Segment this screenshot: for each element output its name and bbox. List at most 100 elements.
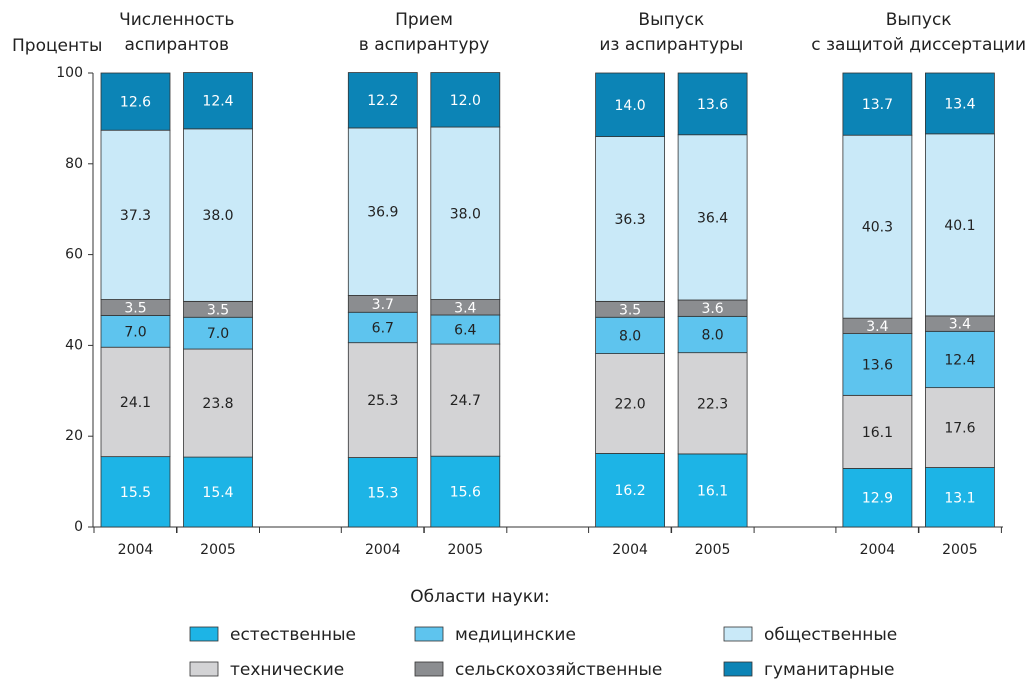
bar-segment xyxy=(925,72,995,135)
legend-label: технические xyxy=(230,660,344,680)
y-tick-label: 20 xyxy=(65,428,83,444)
bar-segment xyxy=(100,346,171,458)
bar-segment xyxy=(842,394,913,469)
value-label: 15.3 xyxy=(367,485,398,501)
group-title: Выпуск xyxy=(886,10,952,30)
value-label: 6.4 xyxy=(454,323,476,339)
legend-swatch xyxy=(723,661,753,677)
value-label: 15.5 xyxy=(120,485,151,501)
bar-segment xyxy=(925,467,995,528)
bar-segment xyxy=(595,136,665,302)
bar-segment xyxy=(347,342,418,458)
bar-segment xyxy=(842,72,913,136)
x-tick-label: 2005 xyxy=(695,542,731,558)
value-label: 17.6 xyxy=(944,421,975,437)
value-label: 13.4 xyxy=(944,96,975,112)
value-label: 15.4 xyxy=(202,485,233,501)
legend-title: Области науки: xyxy=(410,587,550,607)
group-title: из аспирантуры xyxy=(599,35,743,55)
value-label: 36.4 xyxy=(697,210,728,226)
value-label: 23.8 xyxy=(202,396,233,412)
value-label: 40.3 xyxy=(862,220,893,236)
value-label: 8.0 xyxy=(619,328,641,344)
value-label: 7.0 xyxy=(207,326,229,342)
bar-segment xyxy=(677,72,748,136)
bar-segment xyxy=(100,129,171,300)
bar-segment xyxy=(595,453,665,528)
bar-segment xyxy=(677,134,748,301)
value-label: 40.1 xyxy=(944,218,975,234)
bar-segment xyxy=(183,128,253,302)
value-label: 12.0 xyxy=(450,93,481,109)
legend-label: медицинские xyxy=(455,625,576,645)
y-axis-label: Проценты xyxy=(12,36,102,56)
value-label: 7.0 xyxy=(124,324,146,340)
bar-segment xyxy=(677,453,748,528)
value-label: 25.3 xyxy=(367,393,398,409)
value-label: 13.7 xyxy=(862,97,893,113)
value-label: 13.1 xyxy=(944,490,975,506)
value-label: 16.2 xyxy=(615,483,646,499)
x-tick-label: 2004 xyxy=(612,542,648,558)
value-label: 13.6 xyxy=(697,97,728,113)
value-label: 6.7 xyxy=(372,320,394,336)
legend-swatch xyxy=(723,626,753,642)
bar-segment xyxy=(100,72,171,131)
bar-segment xyxy=(430,72,501,128)
value-label: 38.0 xyxy=(202,208,233,224)
x-tick-label: 2004 xyxy=(860,542,896,558)
bar-segment xyxy=(677,315,748,354)
legend-swatch xyxy=(414,626,444,642)
legend-label: сельскохозяйственные xyxy=(455,660,662,680)
value-label: 12.4 xyxy=(202,94,233,110)
legend-swatch xyxy=(189,626,219,642)
group-title: аспирантов xyxy=(124,35,229,55)
bar-segment xyxy=(183,456,253,528)
x-tick-label: 2005 xyxy=(942,542,978,558)
value-label: 3.5 xyxy=(207,302,229,318)
legend-label: естественные xyxy=(230,625,356,645)
bar-segment xyxy=(925,330,995,389)
bar-segment xyxy=(347,127,418,296)
value-label: 15.6 xyxy=(450,485,481,501)
legend-label: общественные xyxy=(764,625,897,645)
value-label: 3.7 xyxy=(372,297,394,313)
x-tick-label: 2004 xyxy=(118,542,154,558)
value-label: 12.6 xyxy=(120,95,151,111)
value-label: 24.1 xyxy=(120,395,151,411)
y-tick-label: 40 xyxy=(65,337,83,353)
bar-segment xyxy=(430,126,501,300)
bar-segment xyxy=(842,134,913,319)
value-label: 3.4 xyxy=(454,300,476,316)
x-tick-label: 2005 xyxy=(200,542,236,558)
bar-segment xyxy=(183,316,253,350)
value-label: 24.7 xyxy=(450,393,481,409)
value-label: 16.1 xyxy=(862,425,893,441)
value-label: 3.6 xyxy=(701,301,723,317)
bar-segment xyxy=(347,311,418,344)
bar-segment xyxy=(183,72,253,130)
value-label: 14.0 xyxy=(615,98,646,114)
legend-swatch xyxy=(414,661,444,677)
legend-swatch xyxy=(189,661,219,677)
bar-segment xyxy=(595,353,665,454)
legend-label: гуманитарные xyxy=(764,660,895,680)
x-tick-label: 2004 xyxy=(365,542,401,558)
bar-segment xyxy=(100,315,171,348)
y-tick-label: 60 xyxy=(65,247,83,263)
value-label: 12.4 xyxy=(944,352,975,368)
value-label: 12.9 xyxy=(862,491,893,507)
bar-segment xyxy=(347,457,418,528)
bar-segment xyxy=(430,343,501,457)
bar-segment xyxy=(100,456,171,528)
bar-segment xyxy=(183,348,253,458)
bar-segment xyxy=(347,72,418,129)
value-label: 3.5 xyxy=(619,302,641,318)
bar-segment xyxy=(595,72,665,137)
y-tick-label: 80 xyxy=(65,156,83,172)
group-title: в аспирантуру xyxy=(359,35,490,55)
bar-segment xyxy=(677,352,748,455)
bar-segment xyxy=(842,333,913,396)
value-label: 3.5 xyxy=(124,300,146,316)
